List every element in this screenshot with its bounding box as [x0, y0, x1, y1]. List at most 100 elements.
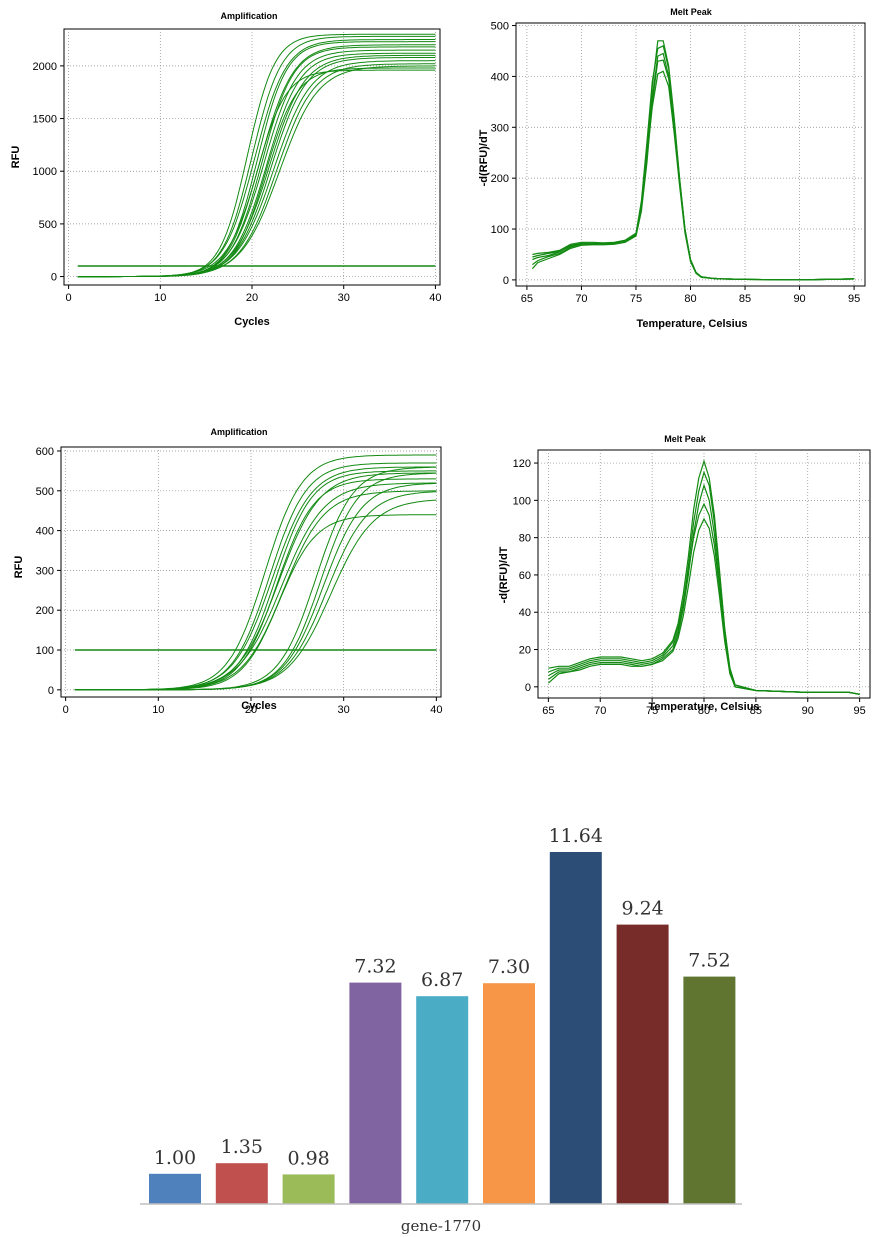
x-tick-label: 20	[245, 704, 257, 716]
grid-lines	[64, 29, 440, 285]
y-tick-label: 20	[519, 645, 531, 657]
y-tick-label: 400	[36, 526, 54, 538]
y-tick-label: 200	[491, 173, 509, 185]
y-ticks: 0 20 40 60 80 100 120	[513, 458, 538, 694]
x-tick-label: 70	[594, 705, 606, 717]
bar	[616, 924, 669, 1204]
y-axis-label: -d(RFU)/dT	[478, 129, 490, 186]
y-tick-label: 60	[519, 570, 531, 582]
bar	[683, 976, 736, 1204]
amplification-chart-2: Amplification 0 10 20 30 40 0 100 200 300 400 500…	[13, 427, 442, 716]
x-axis-label: Temperature, Celsius	[636, 318, 747, 330]
x-tick-label: 90	[802, 705, 814, 717]
x-tick-label: 65	[542, 705, 554, 717]
y-tick-label: 1500	[33, 114, 57, 126]
y-axis-label: RFU	[13, 556, 25, 579]
x-tick-label: 95	[848, 293, 860, 305]
y-tick-label: 2000	[33, 61, 57, 73]
y-tick-label: 300	[36, 565, 54, 577]
grid-lines	[538, 450, 870, 698]
x-ticks: 65 70 75 80 85 90 95	[542, 698, 866, 717]
y-tick-label: 200	[36, 605, 54, 617]
chart-title: Melt Peak	[670, 7, 713, 17]
y-tick-label: 500	[491, 21, 509, 33]
bar	[549, 852, 602, 1204]
chart-title: Amplification	[220, 11, 277, 21]
bar-value-label: 1.00	[154, 1147, 196, 1169]
bar	[282, 1174, 335, 1204]
chart-title: Amplification	[210, 427, 267, 437]
y-tick-label: 100	[36, 645, 54, 657]
x-tick-label: 90	[793, 293, 805, 305]
y-tick-label: 1000	[33, 166, 57, 178]
bar	[149, 1173, 201, 1204]
y-tick-label: 80	[519, 533, 531, 545]
x-tick-label: 0	[63, 704, 69, 716]
x-ticks: 0 10 20 30 40	[63, 697, 442, 716]
x-tick-label: 65	[521, 293, 533, 305]
x-tick-label: 85	[739, 293, 751, 305]
x-axis-label: Cycles	[241, 700, 276, 712]
x-tick-label: 75	[646, 705, 658, 717]
x-tick-label: 75	[630, 293, 642, 305]
melt-curve	[548, 459, 860, 695]
x-tick-label: 30	[338, 292, 350, 304]
bar-value-label: 11.64	[549, 825, 603, 847]
y-tick-label: 100	[491, 224, 509, 236]
series-lines	[548, 459, 860, 695]
x-tick-label: 10	[152, 704, 164, 716]
series-lines	[531, 40, 855, 281]
x-tick-label: 10	[154, 292, 166, 304]
x-tick-label: 0	[66, 292, 72, 304]
bar-value-label: 9.24	[621, 898, 663, 920]
chart-title: Melt Peak	[664, 434, 707, 444]
y-tick-label: 100	[513, 495, 531, 507]
x-tick-label: 30	[338, 704, 350, 716]
y-tick-label: 300	[491, 122, 509, 134]
bar-value-label: 0.98	[287, 1147, 329, 1169]
y-tick-label: 600	[36, 446, 54, 458]
grid-lines	[516, 23, 865, 286]
y-axis-label: -d(RFU)/dT	[498, 546, 510, 603]
y-tick-label: 0	[51, 272, 57, 284]
y-tick-label: 0	[525, 682, 531, 694]
y-tick-label: 400	[491, 71, 509, 83]
amplification-curve	[77, 67, 436, 278]
melt-peak-chart-2: Melt Peak 65 70 75 80 85 90 95 0 20 40 60 80 100 120…	[498, 434, 871, 717]
y-ticks: 0 500 1000 1500 2000	[33, 61, 64, 284]
bar-value-label: 7.30	[488, 956, 530, 978]
x-tick-label: 80	[684, 293, 696, 305]
x-tick-label: 85	[750, 705, 762, 717]
bar	[416, 996, 469, 1204]
bar-value-label: 1.35	[221, 1136, 263, 1158]
series-lines	[74, 454, 437, 691]
melt-curve	[532, 45, 855, 281]
bar-value-label: 7.52	[688, 950, 730, 972]
melt-curve	[548, 517, 860, 695]
bar-marks: 1.00 1.35 0.98 7.32 6.87 7.30 11.64 9.24 7.52	[149, 825, 736, 1204]
x-tick-label: 40	[430, 704, 442, 716]
y-tick-label: 0	[503, 275, 509, 287]
bar	[483, 983, 535, 1204]
melt-peak-chart-1: Melt Peak 65 70 75 80 85 90 95 0 100 200 300 400 50…	[478, 7, 866, 330]
y-tick-label: 500	[36, 486, 54, 498]
x-tick-label: 70	[575, 293, 587, 305]
series-lines	[77, 33, 436, 278]
expression-bar-chart: 1.00 1.35 0.98 7.32 6.87 7.30 11.64 9.24 7.52 ge…	[140, 825, 742, 1235]
y-tick-label: 120	[513, 458, 531, 470]
amplification-curve	[74, 499, 437, 691]
y-ticks: 0 100 200 300 400 500	[491, 21, 516, 287]
y-tick-label: 500	[39, 219, 57, 231]
y-tick-label: 40	[519, 607, 531, 619]
bar-value-label: 7.32	[354, 956, 396, 978]
y-tick-label: 0	[48, 685, 54, 697]
x-ticks: 65 70 75 80 85 90 95	[521, 286, 860, 305]
x-tick-label: 95	[854, 705, 866, 717]
x-axis-label: Cycles	[234, 316, 269, 328]
y-ticks: 0 100 200 300 400 500 600	[36, 446, 61, 697]
x-axis-label: Temperature, Celsius	[648, 701, 759, 713]
x-tick-label: 20	[246, 292, 258, 304]
x-ticks: 0 10 20 30 40	[66, 285, 442, 304]
bar	[349, 982, 402, 1204]
amplification-chart-1: Amplification 0 10 20 30 40 0 500 1000 1500 2000…	[10, 11, 442, 328]
